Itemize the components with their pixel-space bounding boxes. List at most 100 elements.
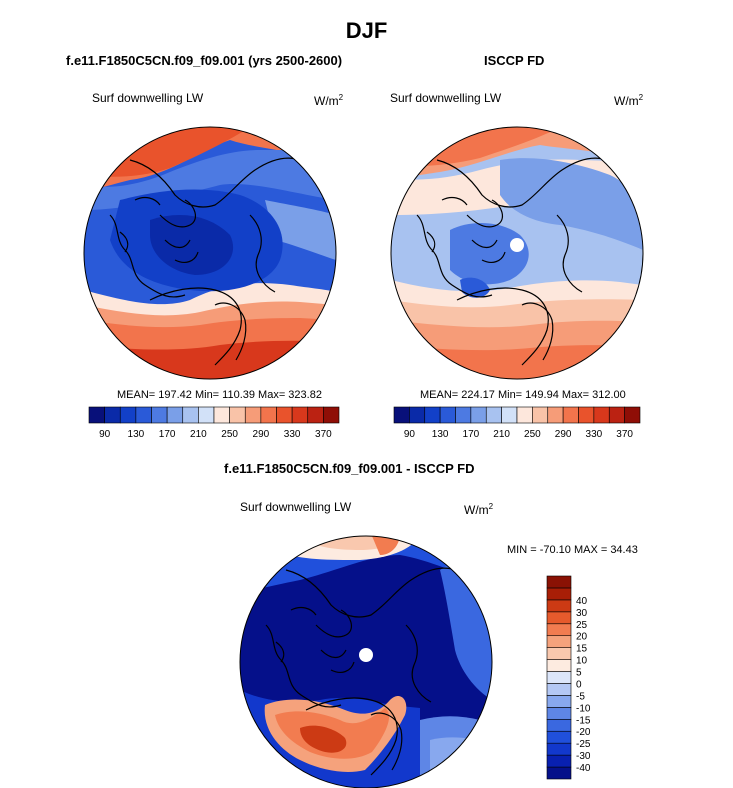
colorbar-swatch	[562, 406, 579, 424]
colorbar-swatch	[213, 406, 230, 424]
figure-title: DJF	[345, 18, 388, 43]
colorbar-swatch	[546, 671, 572, 684]
colorbar-tick-label: 10	[576, 656, 588, 667]
colorbar-tick-label: -30	[576, 751, 591, 762]
colorbar-swatch	[455, 406, 472, 424]
colorbar-tick-label: 370	[616, 429, 633, 440]
panel2-field-label: Surf downwelling LW	[390, 91, 502, 105]
colorbar-tick-label: 25	[576, 620, 588, 631]
panel2-stats: MEAN= 224.17 Min= 149.94 Max= 312.00	[420, 389, 626, 401]
panel3-units: W/m2	[464, 502, 494, 517]
colorbar-swatch	[593, 406, 610, 424]
colorbar-swatch	[244, 406, 262, 424]
colorbar-swatch	[578, 406, 595, 424]
colorbar-swatch	[307, 406, 324, 424]
colorbar-swatch	[546, 635, 572, 648]
colorbar-tick-label: -25	[576, 739, 591, 750]
colorbar-swatch	[393, 406, 410, 424]
colorbar-swatch	[516, 406, 533, 424]
colorbar-swatch	[546, 766, 572, 780]
colorbar-tick-label: 170	[159, 429, 176, 440]
colorbar-tick-label: 20	[576, 632, 588, 643]
colorbar-swatch	[151, 406, 168, 424]
colorbar-tick-label: 130	[128, 429, 145, 440]
colorbar-tick-label: -5	[576, 691, 585, 702]
colorbar-swatch	[546, 587, 572, 601]
colorbar-tick-label: 290	[253, 429, 270, 440]
colorbar-tick-label: -10	[576, 703, 591, 714]
colorbar-tick-label: -20	[576, 727, 591, 738]
colorbar-swatch	[546, 683, 572, 696]
map2-coastlines	[416, 157, 608, 366]
colorbar-swatch	[546, 623, 572, 637]
colorbar-swatch	[546, 599, 572, 613]
colorbar-swatch	[166, 406, 184, 424]
panel3-stats: MIN = -70.10 MAX = 34.43	[507, 544, 638, 556]
colorbar-tick-label: 30	[576, 608, 588, 619]
colorbar-swatch	[88, 406, 105, 424]
colorbar-swatch	[323, 406, 340, 424]
colorbar-swatch	[546, 754, 572, 768]
colorbar-tick-label: -15	[576, 715, 591, 726]
colorbar-tick-label: 250	[524, 429, 541, 440]
colorbar-tick-label: 210	[493, 429, 510, 440]
colorbar-2: 90 130 170 210 250 290 330 370	[393, 406, 641, 440]
colorbar-tick-label: 250	[221, 429, 238, 440]
panel1-heading: f.e11.F1850C5CN.f09_f09.001 (yrs 2500-26…	[66, 53, 343, 68]
colorbar-1: 90 130 170 210 250 290 330 370	[88, 406, 340, 440]
colorbar-swatch	[439, 406, 456, 424]
colorbar-swatch	[409, 406, 426, 424]
colorbar-swatch	[624, 406, 641, 424]
colorbar-tick-label: 0	[576, 679, 582, 690]
panel3-heading: f.e11.F1850C5CN.f09_f09.001 - ISCCP FD	[224, 461, 475, 476]
colorbar-swatch	[260, 406, 277, 424]
colorbar-swatch	[424, 406, 441, 424]
colorbar-tick-label: 370	[315, 429, 332, 440]
colorbar-swatch	[546, 718, 572, 732]
colorbar-tick-label: 40	[576, 596, 588, 607]
colorbar-swatch	[501, 406, 518, 424]
colorbar-swatch	[198, 406, 215, 424]
map3-coastlines	[265, 567, 457, 776]
colorbar-swatch	[532, 406, 549, 424]
colorbar-tick-label: 5	[576, 668, 582, 679]
colorbar-swatch	[546, 730, 572, 744]
colorbar-swatch	[608, 406, 625, 424]
colorbar-tick-label: 330	[586, 429, 603, 440]
panel2-heading: ISCCP FD	[484, 53, 545, 68]
colorbar-tick-label: 170	[463, 429, 480, 440]
colorbar-tick-label: 290	[555, 429, 572, 440]
colorbar-swatch	[485, 406, 502, 424]
map1-coastlines	[109, 157, 301, 366]
colorbar-tick-label: 15	[576, 644, 588, 655]
panel1-stats: MEAN= 197.42 Min= 110.39 Max= 323.82	[117, 389, 322, 401]
map1-field	[84, 127, 336, 379]
colorbar-swatch	[546, 647, 572, 660]
colorbar-swatch	[135, 406, 152, 424]
map2-pole-gap	[510, 238, 524, 252]
panel3-field-label: Surf downwelling LW	[240, 500, 352, 514]
colorbar-swatch	[546, 611, 572, 625]
colorbar-tick-label: 130	[432, 429, 449, 440]
panel1-units: W/m2	[314, 93, 344, 108]
colorbar-swatch	[546, 695, 572, 708]
colorbar-tick-label: 330	[284, 429, 301, 440]
map3-pole-gap	[359, 648, 373, 662]
colorbar-swatch	[119, 406, 137, 424]
map2-boundary	[390, 126, 644, 380]
colorbar-tick-label: -40	[576, 763, 591, 774]
colorbar-swatch	[276, 406, 293, 424]
colorbar-tick-label: 90	[404, 429, 416, 440]
map3-boundary	[239, 535, 493, 788]
colorbar-swatch	[182, 406, 199, 424]
colorbar-tick-label: 90	[99, 429, 111, 440]
panel1-field-label: Surf downwelling LW	[92, 91, 204, 105]
colorbar-swatch	[104, 406, 121, 424]
colorbar-swatch	[547, 406, 564, 424]
colorbar-swatch	[546, 659, 572, 672]
colorbar-swatch	[546, 742, 572, 756]
colorbar-swatch	[229, 406, 246, 424]
panel2-units: W/m2	[614, 93, 644, 108]
colorbar-swatch	[291, 406, 309, 424]
